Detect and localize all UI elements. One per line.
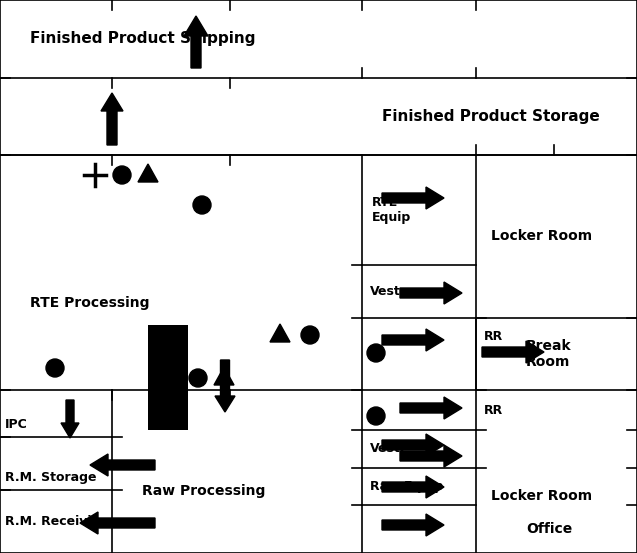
Polygon shape xyxy=(270,324,290,342)
FancyArrow shape xyxy=(61,400,79,438)
Text: IPC: IPC xyxy=(5,419,28,431)
Text: Break
Room: Break Room xyxy=(526,339,571,369)
Text: RTE
Equip: RTE Equip xyxy=(372,196,412,224)
Text: R.M. Receiving: R.M. Receiving xyxy=(5,515,110,528)
Circle shape xyxy=(189,369,207,387)
FancyArrow shape xyxy=(101,93,123,145)
FancyArrow shape xyxy=(400,445,462,467)
FancyArrow shape xyxy=(382,514,444,536)
Polygon shape xyxy=(214,367,234,385)
Text: Locker Room: Locker Room xyxy=(491,229,592,243)
Circle shape xyxy=(46,359,64,377)
Text: Finished Product Shipping: Finished Product Shipping xyxy=(30,30,255,45)
Text: Vest.: Vest. xyxy=(370,442,406,456)
FancyArrow shape xyxy=(382,187,444,209)
Text: Finished Product Storage: Finished Product Storage xyxy=(382,109,600,124)
Text: Locker Room: Locker Room xyxy=(491,488,592,503)
Circle shape xyxy=(113,166,131,184)
Bar xyxy=(148,325,188,430)
Text: Raw Processing: Raw Processing xyxy=(142,484,266,498)
FancyArrow shape xyxy=(184,16,208,68)
Circle shape xyxy=(193,196,211,214)
FancyArrow shape xyxy=(90,454,155,476)
FancyArrow shape xyxy=(382,476,444,498)
Polygon shape xyxy=(138,164,158,182)
Text: R.M. Storage: R.M. Storage xyxy=(5,472,96,484)
FancyArrow shape xyxy=(400,282,462,304)
FancyArrow shape xyxy=(382,434,444,456)
Text: RTE Processing: RTE Processing xyxy=(30,295,150,310)
Circle shape xyxy=(367,344,385,362)
FancyArrow shape xyxy=(482,341,544,363)
Text: Office: Office xyxy=(526,522,572,536)
Text: Vest.: Vest. xyxy=(370,285,406,298)
Circle shape xyxy=(367,407,385,425)
FancyArrow shape xyxy=(215,360,235,412)
FancyArrow shape xyxy=(80,512,155,534)
Text: RR: RR xyxy=(484,404,503,416)
Circle shape xyxy=(301,326,319,344)
Text: Raw Equip: Raw Equip xyxy=(370,480,443,493)
FancyArrow shape xyxy=(400,397,462,419)
Text: RR: RR xyxy=(484,330,503,342)
FancyArrow shape xyxy=(382,329,444,351)
